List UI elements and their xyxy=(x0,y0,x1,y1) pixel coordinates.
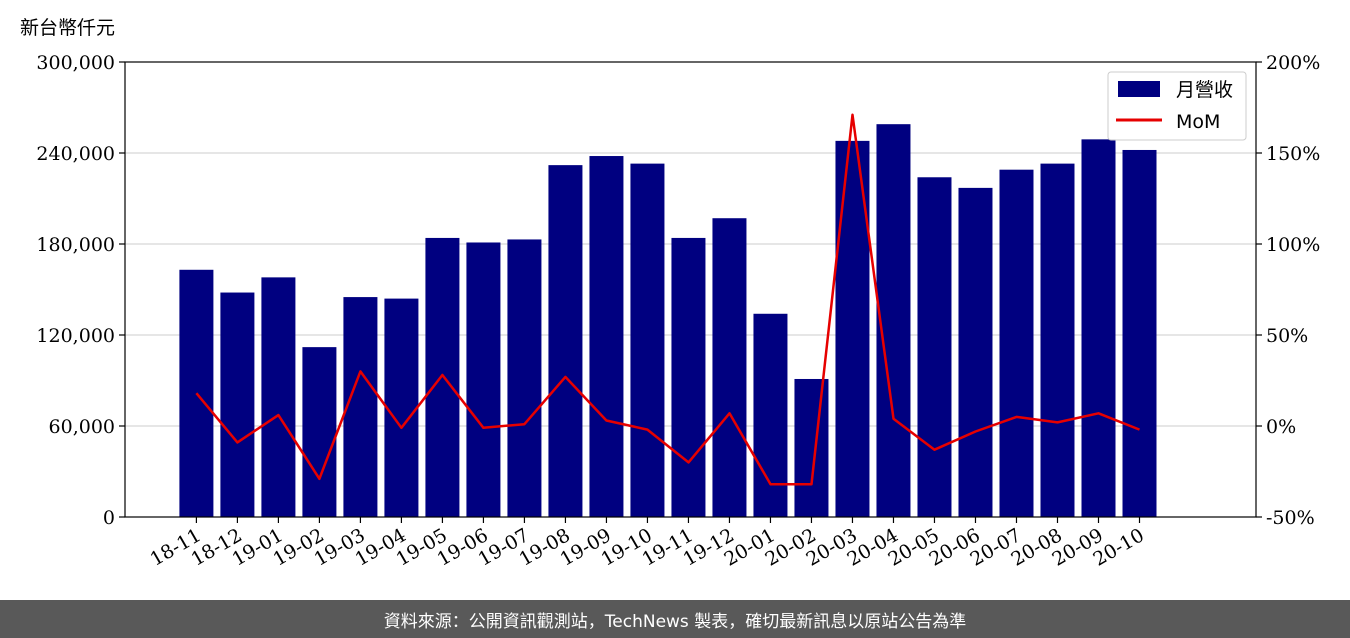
left-tick-label: 0 xyxy=(103,507,115,529)
plot-frame xyxy=(124,61,1257,518)
revenue-bar xyxy=(630,163,665,517)
y-axis-unit-label: 新台幣仟元 xyxy=(20,17,115,39)
revenue-bar xyxy=(302,347,337,517)
revenue-bar xyxy=(466,242,501,517)
left-y-axis: 0 60,000 120,000 180,000 240,000 300,000 xyxy=(36,52,125,529)
footer-source-text: 資料來源：公開資訊觀測站，TechNews 製表，確切最新訊息以原站公告為準 xyxy=(383,611,967,632)
right-tick-label: 150% xyxy=(1266,143,1320,165)
revenue-bar xyxy=(1040,163,1075,517)
mom-line-series xyxy=(195,113,1140,486)
revenue-bar xyxy=(671,237,706,517)
bar-series xyxy=(179,124,1157,518)
revenue-bar xyxy=(384,298,419,517)
right-tick-label: 100% xyxy=(1266,234,1320,256)
legend-swatch-revenue xyxy=(1118,81,1160,97)
legend-label-revenue: 月營收 xyxy=(1176,79,1233,101)
right-tick-label: 200% xyxy=(1266,52,1320,74)
right-tick-label: -50% xyxy=(1266,507,1315,529)
revenue-bar xyxy=(999,169,1034,517)
revenue-bar xyxy=(794,378,829,517)
left-tick-label: 300,000 xyxy=(36,52,115,74)
left-tick-label: 180,000 xyxy=(36,234,115,256)
revenue-bar xyxy=(917,177,952,517)
revenue-bar xyxy=(261,277,296,517)
revenue-bar xyxy=(958,187,993,517)
revenue-chart: 新台幣仟元 0 60,000 120,000 180,000 240,000 300,00… xyxy=(20,17,1320,571)
revenue-bar xyxy=(1081,139,1116,517)
left-tick-label: 240,000 xyxy=(36,143,115,165)
revenue-bar xyxy=(220,292,255,517)
right-tick-label: 50% xyxy=(1266,325,1308,347)
x-axis: 18-1118-1219-0119-0219-0319-0419-0519-06… xyxy=(146,517,1148,571)
right-tick-label: 0% xyxy=(1266,416,1296,438)
revenue-bar xyxy=(876,124,911,517)
right-y-axis: -50% 0% 50% 100% 150% 200% xyxy=(1256,52,1320,529)
revenue-bar xyxy=(1122,149,1157,517)
revenue-bar xyxy=(548,165,583,517)
revenue-bar xyxy=(589,156,624,518)
left-tick-label: 120,000 xyxy=(36,325,115,347)
revenue-bar xyxy=(712,218,747,517)
left-tick-label: 60,000 xyxy=(49,416,115,438)
footer-source-bar: 資料來源：公開資訊觀測站，TechNews 製表，確切最新訊息以原站公告為準 xyxy=(0,600,1350,638)
revenue-bar xyxy=(507,239,542,517)
revenue-bar xyxy=(425,237,460,517)
legend-label-mom: MoM xyxy=(1176,111,1220,133)
revenue-bar xyxy=(753,313,788,517)
revenue-bar xyxy=(343,297,378,517)
legend: 月營收 MoM xyxy=(1107,71,1247,141)
mom-line xyxy=(195,113,1140,486)
